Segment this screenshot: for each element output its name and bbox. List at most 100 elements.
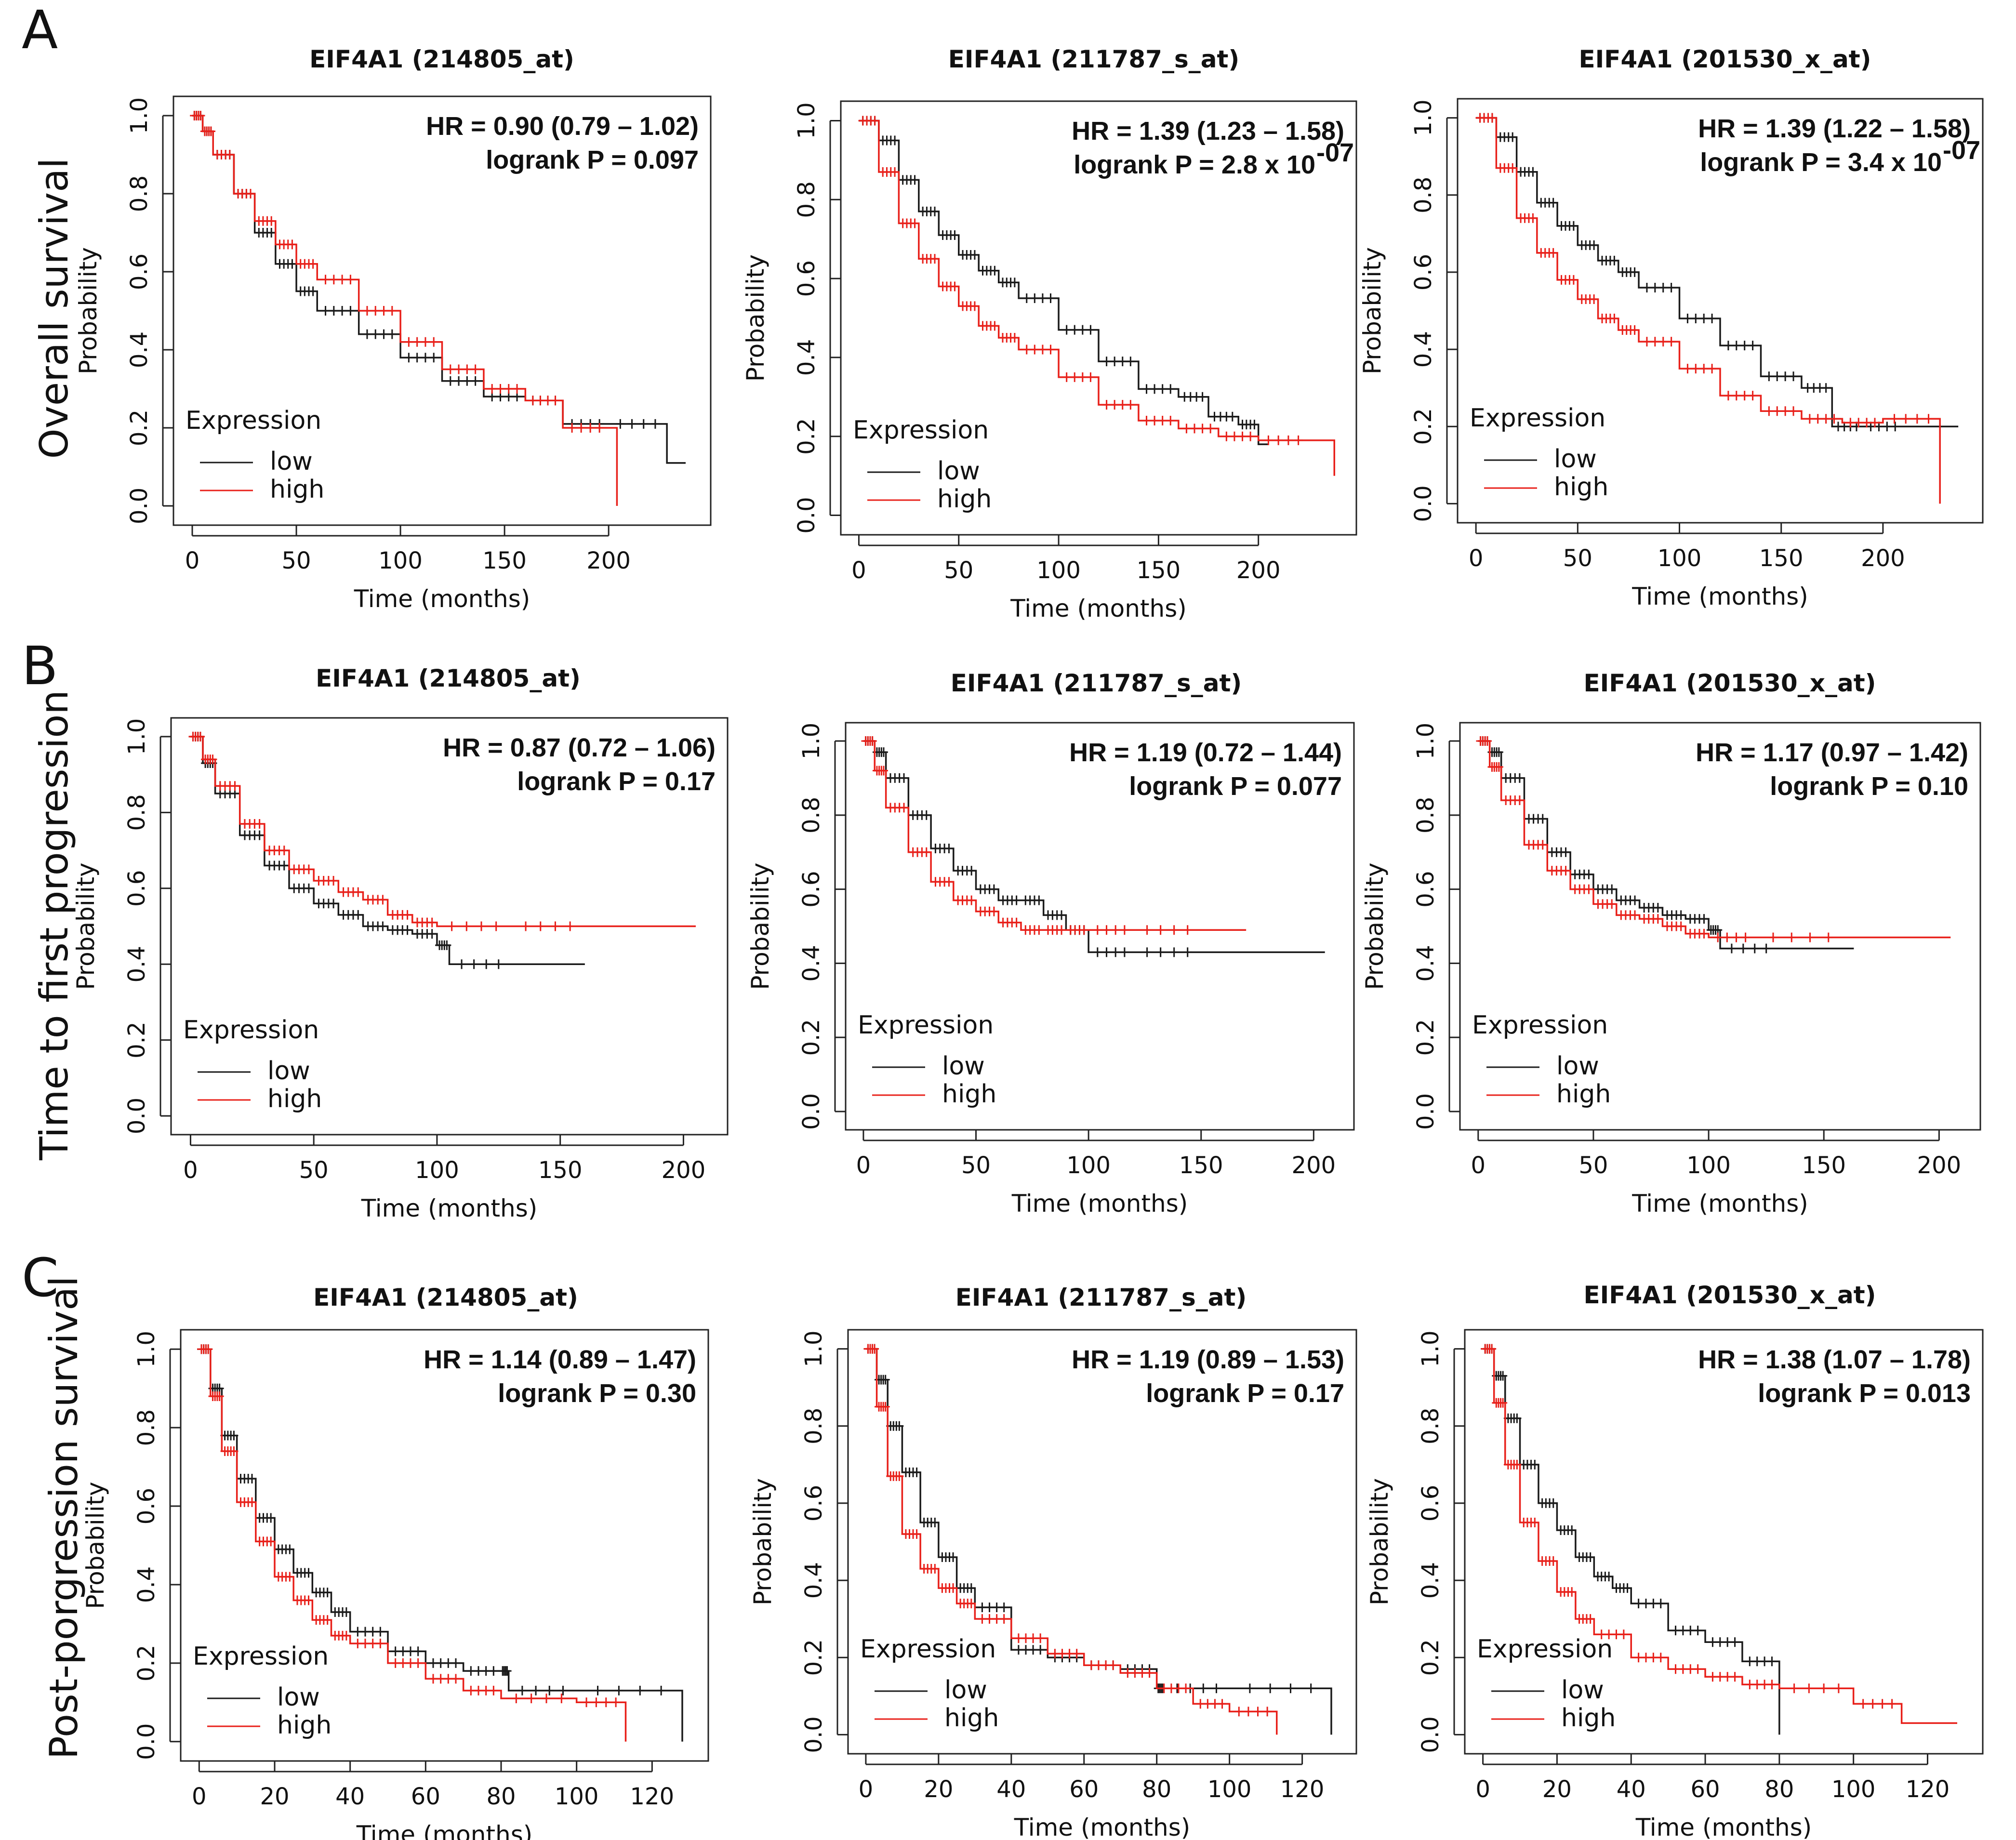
censor-mark [1846, 418, 1855, 428]
y-tick-label: 0.2 [1412, 1019, 1439, 1056]
censor-mark [1150, 384, 1159, 394]
censor-mark [1198, 392, 1207, 402]
censor-mark [1686, 1626, 1695, 1636]
censor-marks-high [190, 111, 604, 433]
censor-mark [1821, 383, 1830, 393]
censor-mark [1549, 1556, 1558, 1566]
censor-mark [967, 1583, 976, 1593]
censor-mark [930, 254, 940, 264]
censor-mark [1676, 910, 1685, 920]
x-tick-label: 100 [1207, 1776, 1252, 1803]
censor-marks-low [1476, 736, 1771, 953]
censor-mark [1883, 422, 1892, 432]
censor-mark [1142, 947, 1152, 957]
y-tick-label: 1.0 [1410, 99, 1437, 136]
censor-mark [1057, 925, 1066, 935]
y-axis-label: Probability [1361, 862, 1389, 990]
x-tick-label: 60 [1069, 1776, 1099, 1803]
y-tick-label: 0.6 [1417, 1485, 1444, 1522]
censor-mark [978, 1614, 987, 1624]
x-tick-label: 100 [378, 547, 423, 574]
censor-mark [1167, 1683, 1176, 1694]
x-tick-label: 0 [192, 1783, 207, 1810]
censor-mark [1830, 414, 1839, 424]
censor-mark [1760, 1656, 1769, 1667]
censor-mark [1630, 325, 1639, 335]
logrank-p: logrank P = 0.17 [1146, 1379, 1344, 1408]
censor-mark [413, 1646, 423, 1656]
censor-mark [421, 337, 430, 347]
censor-mark [890, 167, 900, 177]
x-tick-label: 200 [1861, 545, 1905, 572]
km-panel-b3: EIF4A1 (201530_x_at) 0 50 100 150 200 Time (mo… [1361, 669, 1981, 1218]
censor-mark [1653, 914, 1662, 924]
censor-mark [1046, 344, 1055, 355]
censor-mark [1649, 1653, 1658, 1663]
censor-mark [1805, 932, 1815, 942]
censor-mark [1515, 773, 1524, 783]
censor-mark [329, 275, 338, 285]
chart-title: EIF4A1 (201530_x_at) [1579, 45, 1871, 73]
plot-frame [1457, 98, 1984, 524]
legend-label-high: high [942, 1080, 996, 1109]
x-tick-label: 50 [961, 1152, 991, 1179]
censor-mark [1653, 903, 1662, 913]
censor-mark [1306, 1683, 1315, 1694]
x-tick-label: 40 [335, 1783, 365, 1810]
censor-mark [517, 1685, 527, 1695]
x-tick-label: 40 [1617, 1776, 1646, 1803]
censor-mark [1078, 372, 1087, 382]
censor-mark [360, 1627, 370, 1637]
km-curve-low [859, 119, 1269, 445]
y-tick-label: 0.8 [123, 794, 150, 831]
censor-mark [1699, 914, 1709, 924]
censor-mark [1667, 337, 1676, 347]
censor-mark [1109, 1660, 1118, 1670]
censor-mark [342, 1607, 351, 1617]
censor-mark [288, 239, 297, 250]
censor-mark [1234, 1707, 1244, 1717]
censor-mark [930, 1517, 940, 1527]
km-panel-b2: EIF4A1 (211787_s_at) 0 50 100 150 200 Time (mo… [746, 669, 1355, 1218]
y-axis-label: Probability [1358, 247, 1386, 374]
legend-title: Expression [1472, 1011, 1608, 1040]
censor-mark [1499, 1371, 1508, 1381]
plot-frame [847, 1329, 1357, 1755]
censor-mark [404, 337, 413, 347]
censor-mark [1029, 1633, 1038, 1643]
censor-mark [1286, 1683, 1295, 1694]
censor-mark [1058, 1649, 1067, 1659]
censor-mark [1762, 943, 1771, 953]
y-tick-label: 0.8 [1417, 1408, 1444, 1444]
censor-mark [545, 1685, 554, 1695]
censor-mark [639, 419, 648, 429]
censor-mark [229, 1430, 239, 1441]
censor-mark [208, 755, 217, 765]
y-tick-label: 0.4 [1412, 945, 1439, 981]
y-tick-label: 0.8 [798, 797, 825, 834]
km-panel-a3: EIF4A1 (201530_x_at) 0 50 100 150 200 Time (mo… [1358, 45, 1984, 610]
censor-mark [900, 773, 909, 783]
x-tick-label: 120 [1906, 1776, 1950, 1803]
km-curve-high [863, 740, 1247, 931]
censor-mark [1212, 1683, 1221, 1694]
censor-mark [304, 883, 313, 893]
censor-mark [1723, 1672, 1732, 1682]
censor-mark [1723, 1637, 1732, 1647]
censor-mark [881, 1402, 890, 1412]
censor-mark [1022, 293, 1031, 304]
km-curve-high [1478, 740, 1951, 939]
censor-mark [1483, 736, 1492, 746]
censor-mark [346, 306, 355, 316]
censor-mark [1086, 372, 1095, 382]
censor-mark [1642, 1599, 1650, 1609]
censor-mark [1724, 341, 1733, 351]
censor-mark [338, 275, 347, 285]
legend-label-high: high [1561, 1704, 1616, 1733]
censor-mark [481, 1666, 491, 1676]
censor-marks-high [863, 1344, 1272, 1717]
censor-mark [1508, 163, 1517, 173]
y-axis-label: Probability [81, 1482, 109, 1609]
censor-mark [503, 1666, 512, 1676]
censor-mark [429, 1658, 438, 1668]
